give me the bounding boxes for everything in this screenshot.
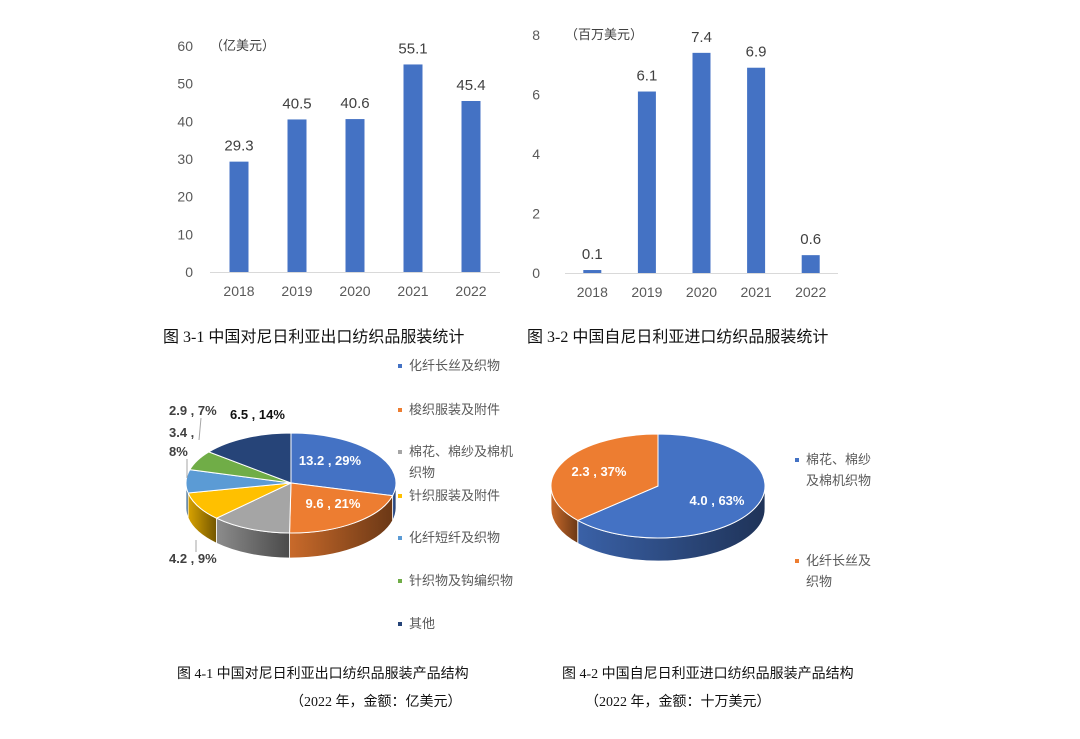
x-tick-label: 2022 <box>455 283 486 299</box>
y-tick-label: 8 <box>532 27 540 43</box>
subcaption-fig-4-2: （2022 年，金额：十万美元） <box>585 695 771 710</box>
subcaption-fig-4-1: （2022 年，金额：亿美元） <box>290 695 462 710</box>
legend-marker-icon <box>398 494 402 498</box>
y-tick-label: 60 <box>177 38 193 54</box>
legend-marker-icon <box>398 622 402 626</box>
legend-marker-icon <box>398 408 402 412</box>
legend-label: 针织服装及附件 <box>409 488 501 503</box>
x-tick-label: 2018 <box>577 284 608 300</box>
y-tick-label: 10 <box>177 226 193 242</box>
x-tick-label: 2019 <box>631 284 662 300</box>
y-tick-label: 20 <box>177 189 193 205</box>
legend-item: 棉花、棉纱及棉机织物 <box>795 449 877 491</box>
legend-marker-icon <box>795 559 799 563</box>
bar-2019 <box>637 91 656 274</box>
legend-item: 针织服装及附件 <box>398 485 500 506</box>
data-label: 0.6 <box>800 231 821 248</box>
pie-slice-棉花、棉纱及棉机织物 <box>576 433 766 539</box>
pie-data-label: 4.0 , 63% <box>690 493 745 508</box>
legend-label: 棉花、棉纱及棉机织物 <box>409 444 514 480</box>
data-label: 6.1 <box>636 68 657 85</box>
pie-data-label: 8% <box>169 444 188 459</box>
unit-label: （亿美元） <box>210 38 275 53</box>
y-tick-label: 0 <box>532 265 540 281</box>
pie-data-label: 2.3 , 37% <box>572 464 627 479</box>
caption-fig-3-2: 图 3-2 中国自尼日利亚进口纺织品服装统计 <box>527 329 829 346</box>
bar-2019 <box>287 119 307 272</box>
caption-fig-4-2: 图 4-2 中国自尼日利亚进口纺织品服装产品结构 <box>562 667 854 682</box>
pie-data-label: 3.4 , <box>169 425 194 440</box>
pie-slice-梭织服装及附件 <box>289 482 394 534</box>
y-tick-label: 30 <box>177 151 193 167</box>
x-tick-label: 2020 <box>339 283 370 299</box>
legend-item: 棉花、棉纱及棉机织物 <box>398 441 516 483</box>
x-tick-label: 2021 <box>397 283 428 299</box>
pie-data-label: 2.9 , 7% <box>169 403 217 418</box>
legend-marker-icon <box>398 579 402 583</box>
data-label: 55.1 <box>398 40 427 57</box>
pie-data-label: 9.6 , 21% <box>306 496 361 511</box>
data-label: 40.6 <box>340 95 369 112</box>
bar-2018 <box>229 161 249 272</box>
pie-slice-其他 <box>207 432 292 484</box>
legend-marker-icon <box>398 364 402 368</box>
legend-item: 化纤短纤及织物 <box>398 527 500 548</box>
bar-2022 <box>801 255 820 273</box>
data-label: 29.3 <box>224 138 253 155</box>
legend-label: 化纤长丝及织物 <box>409 358 501 373</box>
legend-marker-icon <box>398 536 402 540</box>
y-tick-label: 6 <box>532 87 540 103</box>
legend-label: 其他 <box>409 616 436 631</box>
data-label: 7.4 <box>691 29 712 46</box>
pie-slice-化纤长丝及织物 <box>290 432 397 497</box>
leader-line <box>198 417 202 441</box>
data-label: 6.9 <box>746 44 767 61</box>
y-tick-label: 0 <box>185 264 193 280</box>
bar-2021 <box>747 67 766 273</box>
legend-label: 针织物及钩编织物 <box>409 573 514 588</box>
pie-data-label: 13.2 , 29% <box>299 453 362 468</box>
bar-2020 <box>692 52 711 273</box>
legend-label: 化纤长丝及织物 <box>806 553 872 589</box>
legend-item: 针织物及钩编织物 <box>398 570 513 591</box>
x-tick-label: 2022 <box>795 284 826 300</box>
unit-label: （百万美元） <box>565 27 643 42</box>
y-tick-label: 4 <box>532 146 540 162</box>
pie-data-label: 4.2 , 9% <box>169 551 217 566</box>
data-label: 40.5 <box>282 95 311 112</box>
pie-data-label: 6.5 , 14% <box>230 407 285 422</box>
data-label: 45.4 <box>456 77 485 94</box>
bar-2021 <box>403 64 423 272</box>
y-tick-label: 50 <box>177 76 193 92</box>
legend-marker-icon <box>795 458 799 462</box>
caption-fig-4-1: 图 4-1 中国对尼日利亚出口纺织品服装产品结构 <box>177 667 469 682</box>
legend-item: 其他 <box>398 613 435 634</box>
pie-slice-棉花、棉纱及棉机织物 <box>215 482 292 534</box>
x-tick-label: 2020 <box>686 284 717 300</box>
caption-fig-3-1: 图 3-1 中国对尼日利亚出口纺织品服装统计 <box>163 329 465 346</box>
legend-label: 化纤短纤及织物 <box>409 530 501 545</box>
bar-2020 <box>345 119 365 272</box>
legend-item: 梭织服装及附件 <box>398 399 500 420</box>
pie-slice-化纤长丝及织物 <box>550 433 659 521</box>
legend-marker-icon <box>398 450 402 454</box>
y-tick-label: 40 <box>177 113 193 129</box>
legend-item: 化纤长丝及织物 <box>398 355 500 376</box>
x-tick-label: 2021 <box>741 284 772 300</box>
bar-2022 <box>461 100 481 272</box>
data-label: 0.1 <box>582 246 603 263</box>
bar-2018 <box>583 270 602 273</box>
legend-item: 化纤长丝及织物 <box>795 550 877 592</box>
legend-label: 梭织服装及附件 <box>409 402 501 417</box>
x-tick-label: 2019 <box>281 283 312 299</box>
x-tick-label: 2018 <box>223 283 254 299</box>
legend-label: 棉花、棉纱及棉机织物 <box>806 452 872 488</box>
y-tick-label: 2 <box>532 206 540 222</box>
